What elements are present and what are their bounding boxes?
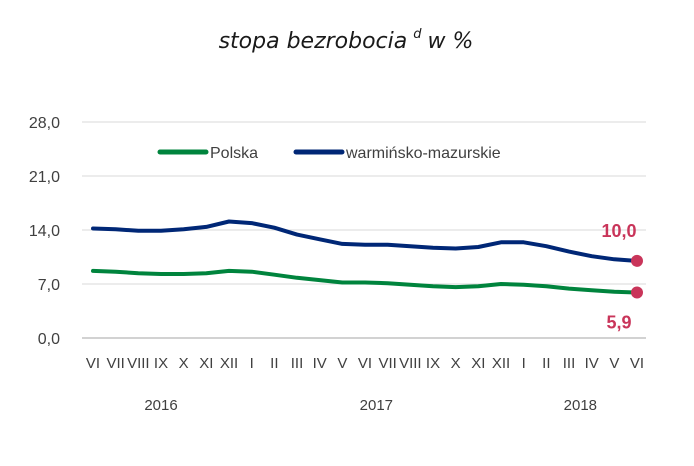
chart-title-superscript: d bbox=[413, 27, 422, 42]
x-tick-label: IV bbox=[313, 355, 327, 372]
x-tick-label: X bbox=[451, 355, 461, 372]
x-tick-label: VIII bbox=[399, 355, 422, 372]
x-tick-label: XII bbox=[220, 355, 238, 372]
x-tick-label: V bbox=[337, 355, 347, 372]
legend-label: Polska bbox=[210, 145, 258, 162]
year-label: 2016 bbox=[144, 397, 177, 414]
x-tick-label: VII bbox=[378, 355, 396, 372]
x-tick-label: VI bbox=[86, 355, 100, 372]
series-line-polska bbox=[91, 268, 639, 295]
year-labels: 2016 2017 2018 bbox=[144, 397, 597, 414]
legend-label: warmińsko-mazurskie bbox=[345, 145, 501, 162]
y-tick-label: 21,0 bbox=[29, 169, 60, 186]
x-tick-label: IX bbox=[154, 355, 168, 372]
series-line-warminsko-mazurskie bbox=[91, 219, 639, 263]
annotations: 10,0 5,9 bbox=[601, 221, 643, 332]
y-axis: 28,0 21,0 14,0 7,0 0,0 bbox=[29, 115, 60, 348]
y-tick-label: 14,0 bbox=[29, 223, 60, 240]
x-tick-label: III bbox=[563, 355, 576, 372]
x-tick-label: V bbox=[609, 355, 619, 372]
chart-title-suffix: w % bbox=[428, 29, 474, 54]
legend: Polska warmińsko-mazurskie bbox=[157, 145, 501, 162]
x-tick-label: IX bbox=[426, 355, 440, 372]
series-lines bbox=[91, 219, 639, 295]
x-tick-label: I bbox=[522, 355, 526, 372]
end-point-marker bbox=[631, 286, 643, 299]
x-tick-label: II bbox=[270, 355, 278, 372]
x-tick-label: III bbox=[291, 355, 304, 372]
y-tick-label: 7,0 bbox=[38, 277, 60, 294]
x-tick-label: IV bbox=[585, 355, 599, 372]
x-tick-label: II bbox=[542, 355, 550, 372]
value-label: 5,9 bbox=[606, 312, 631, 332]
end-point-marker bbox=[631, 254, 643, 267]
x-tick-label: VII bbox=[106, 355, 124, 372]
x-tick-label: VI bbox=[358, 355, 372, 372]
value-label: 10,0 bbox=[601, 221, 636, 241]
x-tick-label: XII bbox=[492, 355, 510, 372]
x-axis: VI VII VIII IX X XI XII I II III IV V VI VII VIII IX X XI… bbox=[86, 355, 644, 372]
x-tick-label: XI bbox=[471, 355, 485, 372]
x-tick-label: I bbox=[250, 355, 254, 372]
x-tick-label: X bbox=[179, 355, 189, 372]
chart-title: stopa bezrobocia d w % bbox=[219, 27, 474, 54]
x-tick-label: VI bbox=[630, 355, 644, 372]
year-label: 2018 bbox=[564, 397, 597, 414]
y-tick-label: 28,0 bbox=[29, 115, 60, 132]
year-label: 2017 bbox=[360, 397, 393, 414]
x-tick-label: VIII bbox=[127, 355, 150, 372]
x-tick-label: XI bbox=[199, 355, 213, 372]
y-tick-label: 0,0 bbox=[38, 331, 60, 348]
chart-title-main: stopa bezrobocia bbox=[219, 29, 408, 54]
